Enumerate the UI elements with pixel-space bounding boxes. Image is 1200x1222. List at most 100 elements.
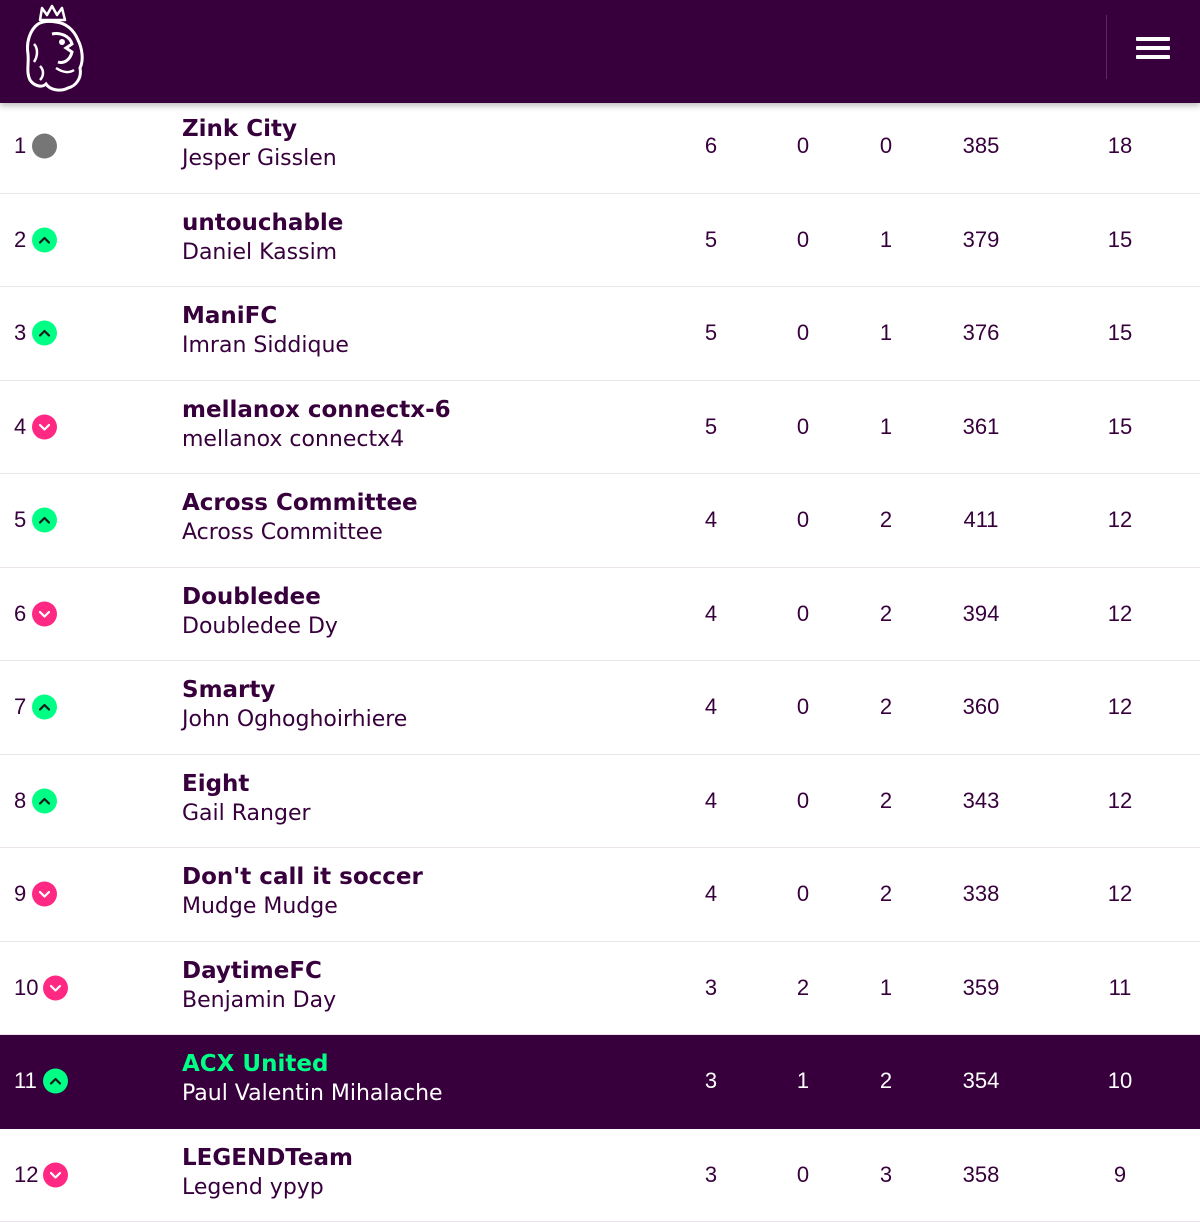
draws-cell: 0: [797, 227, 809, 253]
rank-down-icon: [43, 975, 68, 1000]
team-name-link[interactable]: ManiFC: [182, 303, 277, 329]
team-name-link[interactable]: Don't call it soccer: [182, 864, 423, 890]
total-cell: 9: [1114, 1162, 1126, 1188]
total-cell: 18: [1108, 133, 1132, 159]
manager-name: Daniel Kassim: [182, 240, 337, 265]
rank-up-icon: [32, 321, 57, 346]
total-cell: 15: [1108, 320, 1132, 346]
table-row[interactable]: 9 Don't call it soccer Mudge Mudge 4 0 2 338 12: [0, 848, 1200, 942]
rank-number: 7: [14, 694, 26, 720]
losses-cell: 2: [880, 601, 892, 627]
wins-cell: 4: [705, 881, 717, 907]
rank-up-icon: [43, 1069, 68, 1094]
draws-cell: 0: [797, 601, 809, 627]
losses-cell: 2: [880, 881, 892, 907]
losses-cell: 3: [880, 1162, 892, 1188]
rank-number: 5: [14, 507, 26, 533]
rank-number: 2: [14, 227, 26, 253]
team-name-link[interactable]: Zink City: [182, 116, 297, 142]
draws-cell: 0: [797, 507, 809, 533]
points-cell: 411: [963, 507, 998, 533]
rank-up-icon: [32, 788, 57, 813]
team-name-link[interactable]: Eight: [182, 771, 249, 797]
total-cell: 11: [1109, 975, 1132, 1001]
manager-name: Mudge Mudge: [182, 894, 338, 919]
team-name-link[interactable]: mellanox connectx-6: [182, 397, 451, 423]
draws-cell: 2: [797, 975, 809, 1001]
team-name-link[interactable]: DaytimeFC: [182, 958, 322, 984]
rank-number: 3: [14, 320, 26, 346]
rank-up-icon: [32, 695, 57, 720]
rank-number: 8: [14, 788, 26, 814]
wins-cell: 4: [705, 507, 717, 533]
rank-unchanged-icon: [32, 134, 57, 159]
rank-number: 9: [14, 881, 26, 907]
rank-number: 6: [14, 601, 26, 627]
wins-cell: 4: [705, 694, 717, 720]
points-cell: 376: [963, 320, 1000, 346]
points-cell: 343: [963, 788, 1000, 814]
losses-cell: 0: [880, 133, 892, 159]
losses-cell: 2: [880, 694, 892, 720]
wins-cell: 5: [705, 227, 717, 253]
rank-number: 10: [14, 975, 38, 1001]
total-cell: 12: [1108, 694, 1132, 720]
draws-cell: 0: [797, 1162, 809, 1188]
wins-cell: 3: [705, 1068, 717, 1094]
points-cell: 385: [963, 133, 1000, 159]
losses-cell: 1: [880, 414, 892, 440]
team-name-link[interactable]: ACX United: [182, 1051, 328, 1077]
premier-league-lion-icon[interactable]: [20, 4, 86, 92]
points-cell: 338: [963, 881, 1000, 907]
team-name-link[interactable]: LEGENDTeam: [182, 1145, 353, 1171]
draws-cell: 0: [797, 414, 809, 440]
total-cell: 12: [1108, 881, 1132, 907]
team-name-link[interactable]: untouchable: [182, 210, 343, 236]
rank-down-icon: [32, 882, 57, 907]
rank-number: 4: [14, 414, 26, 440]
team-name-link[interactable]: Doubledee: [182, 584, 321, 610]
hamburger-menu-icon[interactable]: [1133, 34, 1173, 62]
wins-cell: 4: [705, 788, 717, 814]
points-cell: 358: [963, 1162, 1000, 1188]
rank-up-icon: [32, 227, 57, 252]
manager-name: Paul Valentin Mihalache: [182, 1081, 443, 1106]
total-cell: 10: [1108, 1068, 1132, 1094]
draws-cell: 0: [797, 694, 809, 720]
losses-cell: 1: [880, 320, 892, 346]
team-name-link[interactable]: Across Committee: [182, 490, 418, 516]
wins-cell: 5: [705, 414, 717, 440]
draws-cell: 1: [797, 1068, 809, 1094]
total-cell: 15: [1108, 414, 1132, 440]
losses-cell: 2: [880, 507, 892, 533]
wins-cell: 5: [705, 320, 717, 346]
team-name-link[interactable]: Smarty: [182, 677, 275, 703]
manager-name: Jesper Gisslen: [182, 146, 337, 171]
app-header: [0, 0, 1200, 103]
manager-name: Across Committee: [182, 520, 383, 545]
draws-cell: 0: [797, 881, 809, 907]
losses-cell: 1: [880, 975, 892, 1001]
rank-down-icon: [32, 601, 57, 626]
losses-cell: 2: [880, 1068, 892, 1094]
rank-number: 12: [14, 1162, 38, 1188]
points-cell: 394: [963, 601, 1000, 627]
wins-cell: 3: [705, 975, 717, 1001]
wins-cell: 6: [705, 133, 717, 159]
header-divider: [1106, 15, 1107, 79]
draws-cell: 0: [797, 133, 809, 159]
total-cell: 15: [1108, 227, 1132, 253]
manager-name: Legend ypyp: [182, 1175, 324, 1200]
